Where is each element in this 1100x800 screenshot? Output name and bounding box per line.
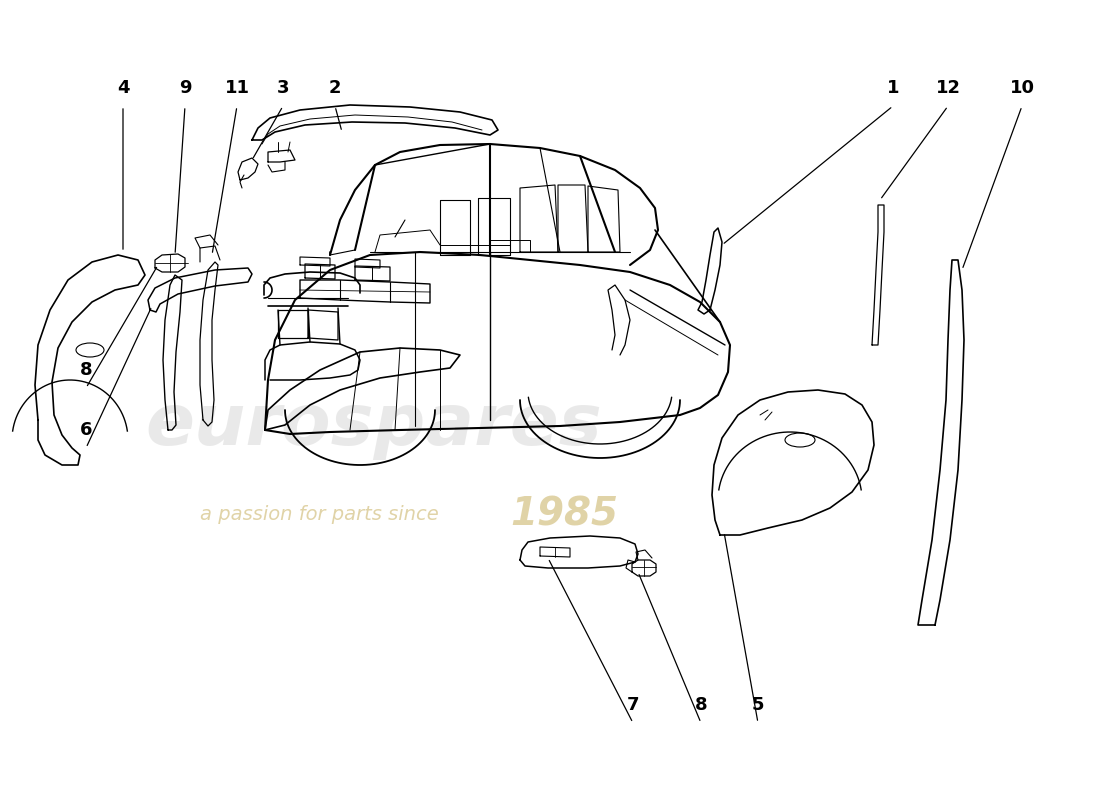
Text: 10: 10 bbox=[1010, 79, 1034, 97]
Text: 9: 9 bbox=[178, 79, 191, 97]
Text: 12: 12 bbox=[935, 79, 960, 97]
Text: 6: 6 bbox=[79, 421, 92, 439]
Text: 8: 8 bbox=[79, 361, 92, 379]
Text: 5: 5 bbox=[751, 696, 764, 714]
Text: 3: 3 bbox=[277, 79, 289, 97]
Text: 1985: 1985 bbox=[510, 496, 618, 534]
Text: 11: 11 bbox=[224, 79, 250, 97]
Text: eurospares: eurospares bbox=[145, 390, 602, 459]
Text: 8: 8 bbox=[695, 696, 707, 714]
Text: 2: 2 bbox=[329, 79, 341, 97]
Text: 7: 7 bbox=[627, 696, 639, 714]
Text: 1: 1 bbox=[887, 79, 900, 97]
Text: a passion for parts since: a passion for parts since bbox=[200, 506, 439, 525]
Text: 4: 4 bbox=[117, 79, 130, 97]
